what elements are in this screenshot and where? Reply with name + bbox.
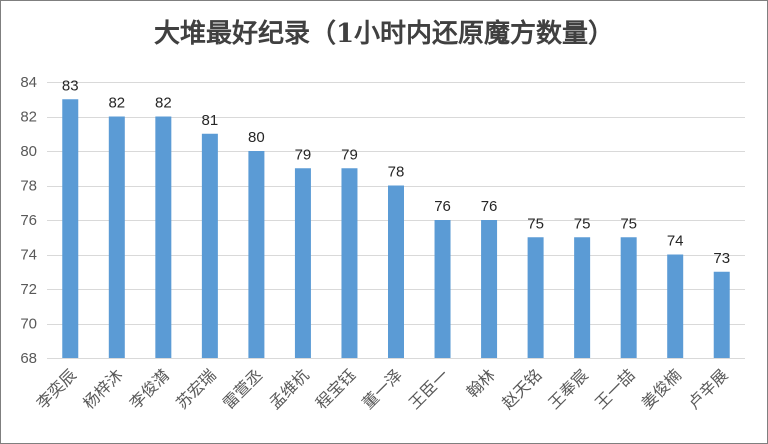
data-label: 74 <box>667 233 684 250</box>
category-label: 孟维杭 <box>265 365 312 412</box>
category-labels: 李奕辰 杨梓沐 李俊潸 苏宏瑞 雷萱丞 孟维杭 程宝钰 董一泽 王臣一 翰林 赵天铭 王奉宸 王一喆 姜俊… <box>33 365 732 412</box>
category-label: 姜俊楠 <box>638 365 685 412</box>
category-label: 王臣一 <box>405 365 452 412</box>
category-label: 程宝钰 <box>312 365 359 412</box>
bar <box>667 254 684 358</box>
data-label: 79 <box>341 146 358 163</box>
y-tick-label: 74 <box>20 247 37 264</box>
chart-title: 大堆最好纪录（1小时内还原魔方数量） <box>154 18 614 49</box>
bar <box>713 271 730 358</box>
y-tick-label: 68 <box>20 350 37 367</box>
data-label: 83 <box>62 77 79 94</box>
bar <box>248 151 265 358</box>
category-label: 杨梓沐 <box>79 365 126 412</box>
data-label: 79 <box>295 146 312 163</box>
category-label: 赵天铭 <box>498 365 545 412</box>
bar <box>155 116 172 358</box>
data-label: 82 <box>155 95 172 112</box>
bar <box>388 185 404 358</box>
data-label: 76 <box>481 198 498 215</box>
y-tick-label: 82 <box>20 109 37 126</box>
y-tick-label: 84 <box>20 74 37 91</box>
data-label: 76 <box>434 198 451 215</box>
y-tick-label: 76 <box>20 212 37 229</box>
category-label: 翰林 <box>463 365 499 401</box>
data-label: 78 <box>388 164 405 181</box>
bar <box>620 237 637 358</box>
bar <box>341 168 358 358</box>
data-labels: 83 82 82 81 80 79 79 78 76 76 75 75 75 74 73 <box>62 77 730 267</box>
category-label: 雷萱丞 <box>219 365 266 412</box>
category-label: 王奉宸 <box>545 365 592 412</box>
data-label: 75 <box>574 215 591 232</box>
bar <box>574 237 591 358</box>
data-label: 80 <box>248 129 265 146</box>
bar <box>294 168 311 358</box>
bar <box>108 116 125 358</box>
data-label: 75 <box>527 215 544 232</box>
category-label: 李俊潸 <box>126 365 173 412</box>
category-label: 董一泽 <box>358 365 405 412</box>
data-label: 81 <box>202 112 219 129</box>
bar <box>201 133 218 358</box>
category-label: 卢辛展 <box>684 365 731 412</box>
data-label: 73 <box>713 250 730 267</box>
category-label: 李奕辰 <box>33 365 80 412</box>
bar <box>434 220 451 358</box>
y-tick-label: 72 <box>20 281 37 298</box>
y-tick-label: 78 <box>20 178 37 195</box>
bar <box>62 99 79 358</box>
y-axis-ticks: 68 70 72 74 76 78 80 82 84 <box>20 74 37 367</box>
category-label: 苏宏瑞 <box>172 365 219 412</box>
data-label: 75 <box>620 215 637 232</box>
bar <box>481 220 498 358</box>
y-tick-label: 70 <box>20 316 37 333</box>
bars <box>62 99 730 358</box>
bar <box>527 237 544 358</box>
y-tick-label: 80 <box>20 143 37 160</box>
data-label: 82 <box>108 95 125 112</box>
category-label: 王一喆 <box>591 365 638 412</box>
